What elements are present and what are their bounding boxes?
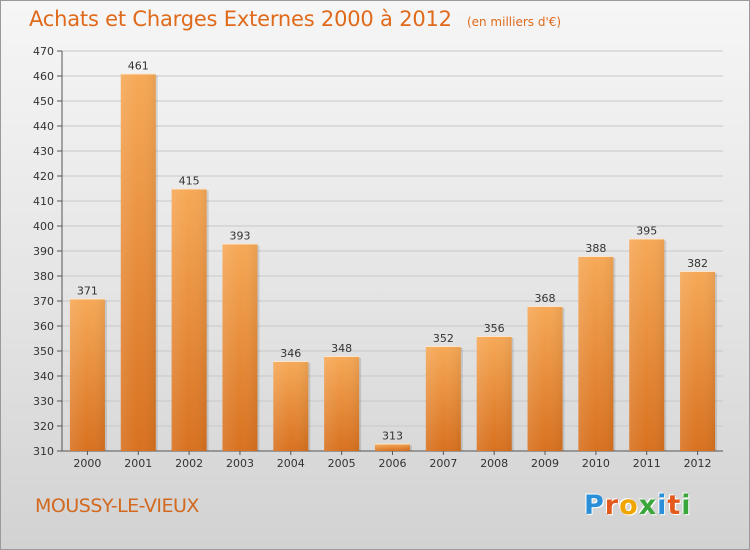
y-tick-label: 330 bbox=[33, 395, 54, 408]
logo-letter: x bbox=[638, 490, 658, 521]
bar-highlight bbox=[69, 298, 105, 451]
bar-highlight bbox=[324, 356, 360, 451]
value-label: 388 bbox=[585, 242, 606, 255]
y-tick-label: 340 bbox=[33, 370, 54, 383]
value-label: 371 bbox=[77, 285, 98, 298]
bar-highlight bbox=[527, 306, 563, 451]
logo-letter: i bbox=[657, 490, 668, 521]
gridlines bbox=[62, 50, 723, 452]
value-label: 313 bbox=[382, 430, 403, 443]
y-tick-label: 310 bbox=[33, 445, 54, 458]
logo-letter: r bbox=[604, 490, 620, 521]
bar-highlight bbox=[222, 243, 258, 451]
y-tick-label: 450 bbox=[33, 95, 54, 108]
bar-highlight bbox=[375, 443, 410, 451]
x-tick-label: 2008 bbox=[480, 457, 508, 470]
bar-highlight bbox=[120, 73, 156, 451]
y-tick-label: 390 bbox=[33, 245, 54, 258]
x-tick-label: 2001 bbox=[124, 457, 152, 470]
value-label: 356 bbox=[484, 322, 505, 335]
logo-letter: t bbox=[667, 490, 682, 521]
value-label: 461 bbox=[128, 60, 149, 73]
bars bbox=[69, 73, 718, 451]
x-tick-label: 2010 bbox=[582, 457, 610, 470]
x-tick-label: 2007 bbox=[429, 457, 457, 470]
value-label: 395 bbox=[636, 225, 657, 238]
x-tick-label: 2000 bbox=[73, 457, 101, 470]
x-tick-label: 2004 bbox=[277, 457, 305, 470]
town-name: MOUSSY-LE-VIEUX bbox=[35, 495, 199, 517]
x-tick-label: 2009 bbox=[531, 457, 559, 470]
y-tick-label: 360 bbox=[33, 320, 54, 333]
bar-highlight bbox=[629, 238, 665, 451]
bar-highlight bbox=[171, 188, 207, 451]
value-labels: 371 461 415 393 346 348 313 352 356 368 388 395 382 bbox=[77, 60, 708, 443]
y-tick-label: 420 bbox=[33, 170, 54, 183]
x-tick-label: 2005 bbox=[328, 457, 356, 470]
y-tick-label: 370 bbox=[33, 295, 54, 308]
x-tick-label: 2003 bbox=[226, 457, 254, 470]
value-label: 393 bbox=[229, 230, 250, 243]
x-tick-label: 2002 bbox=[175, 457, 203, 470]
bar-highlight bbox=[680, 271, 716, 451]
y-tick-label: 470 bbox=[33, 45, 54, 58]
value-label: 415 bbox=[179, 175, 200, 188]
value-label: 382 bbox=[687, 257, 708, 270]
y-tick-label: 400 bbox=[33, 220, 54, 233]
y-tick-label: 440 bbox=[33, 120, 54, 133]
chart-title-row: Achats et Charges Externes 2000 à 2012 (… bbox=[29, 7, 561, 31]
chart-title: Achats et Charges Externes 2000 à 2012 bbox=[29, 7, 452, 31]
y-tick-label: 410 bbox=[33, 195, 54, 208]
bar-highlight bbox=[425, 346, 461, 451]
x-tick-label: 2011 bbox=[633, 457, 661, 470]
bar-highlight bbox=[273, 361, 309, 451]
y-tick-label: 460 bbox=[33, 70, 54, 83]
chart-unit: (en milliers d'€) bbox=[466, 15, 562, 29]
logo-letter: P bbox=[584, 490, 605, 521]
logo-letter: i bbox=[681, 490, 692, 521]
value-label: 348 bbox=[331, 342, 352, 355]
y-tick-label: 320 bbox=[33, 420, 54, 433]
logo-letter: o bbox=[619, 490, 639, 521]
value-label: 352 bbox=[433, 332, 454, 345]
value-label: 368 bbox=[535, 292, 556, 305]
proxiti-logo: Proxiti bbox=[584, 490, 692, 521]
y-tick-label: 430 bbox=[33, 145, 54, 158]
bar-highlight bbox=[578, 256, 614, 451]
y-tick-label: 350 bbox=[33, 345, 54, 358]
x-tick-label: 2012 bbox=[684, 457, 712, 470]
y-tick-label: 380 bbox=[33, 270, 54, 283]
bar-highlight bbox=[476, 336, 512, 451]
value-label: 346 bbox=[280, 347, 301, 360]
x-tick-label: 2006 bbox=[379, 457, 407, 470]
